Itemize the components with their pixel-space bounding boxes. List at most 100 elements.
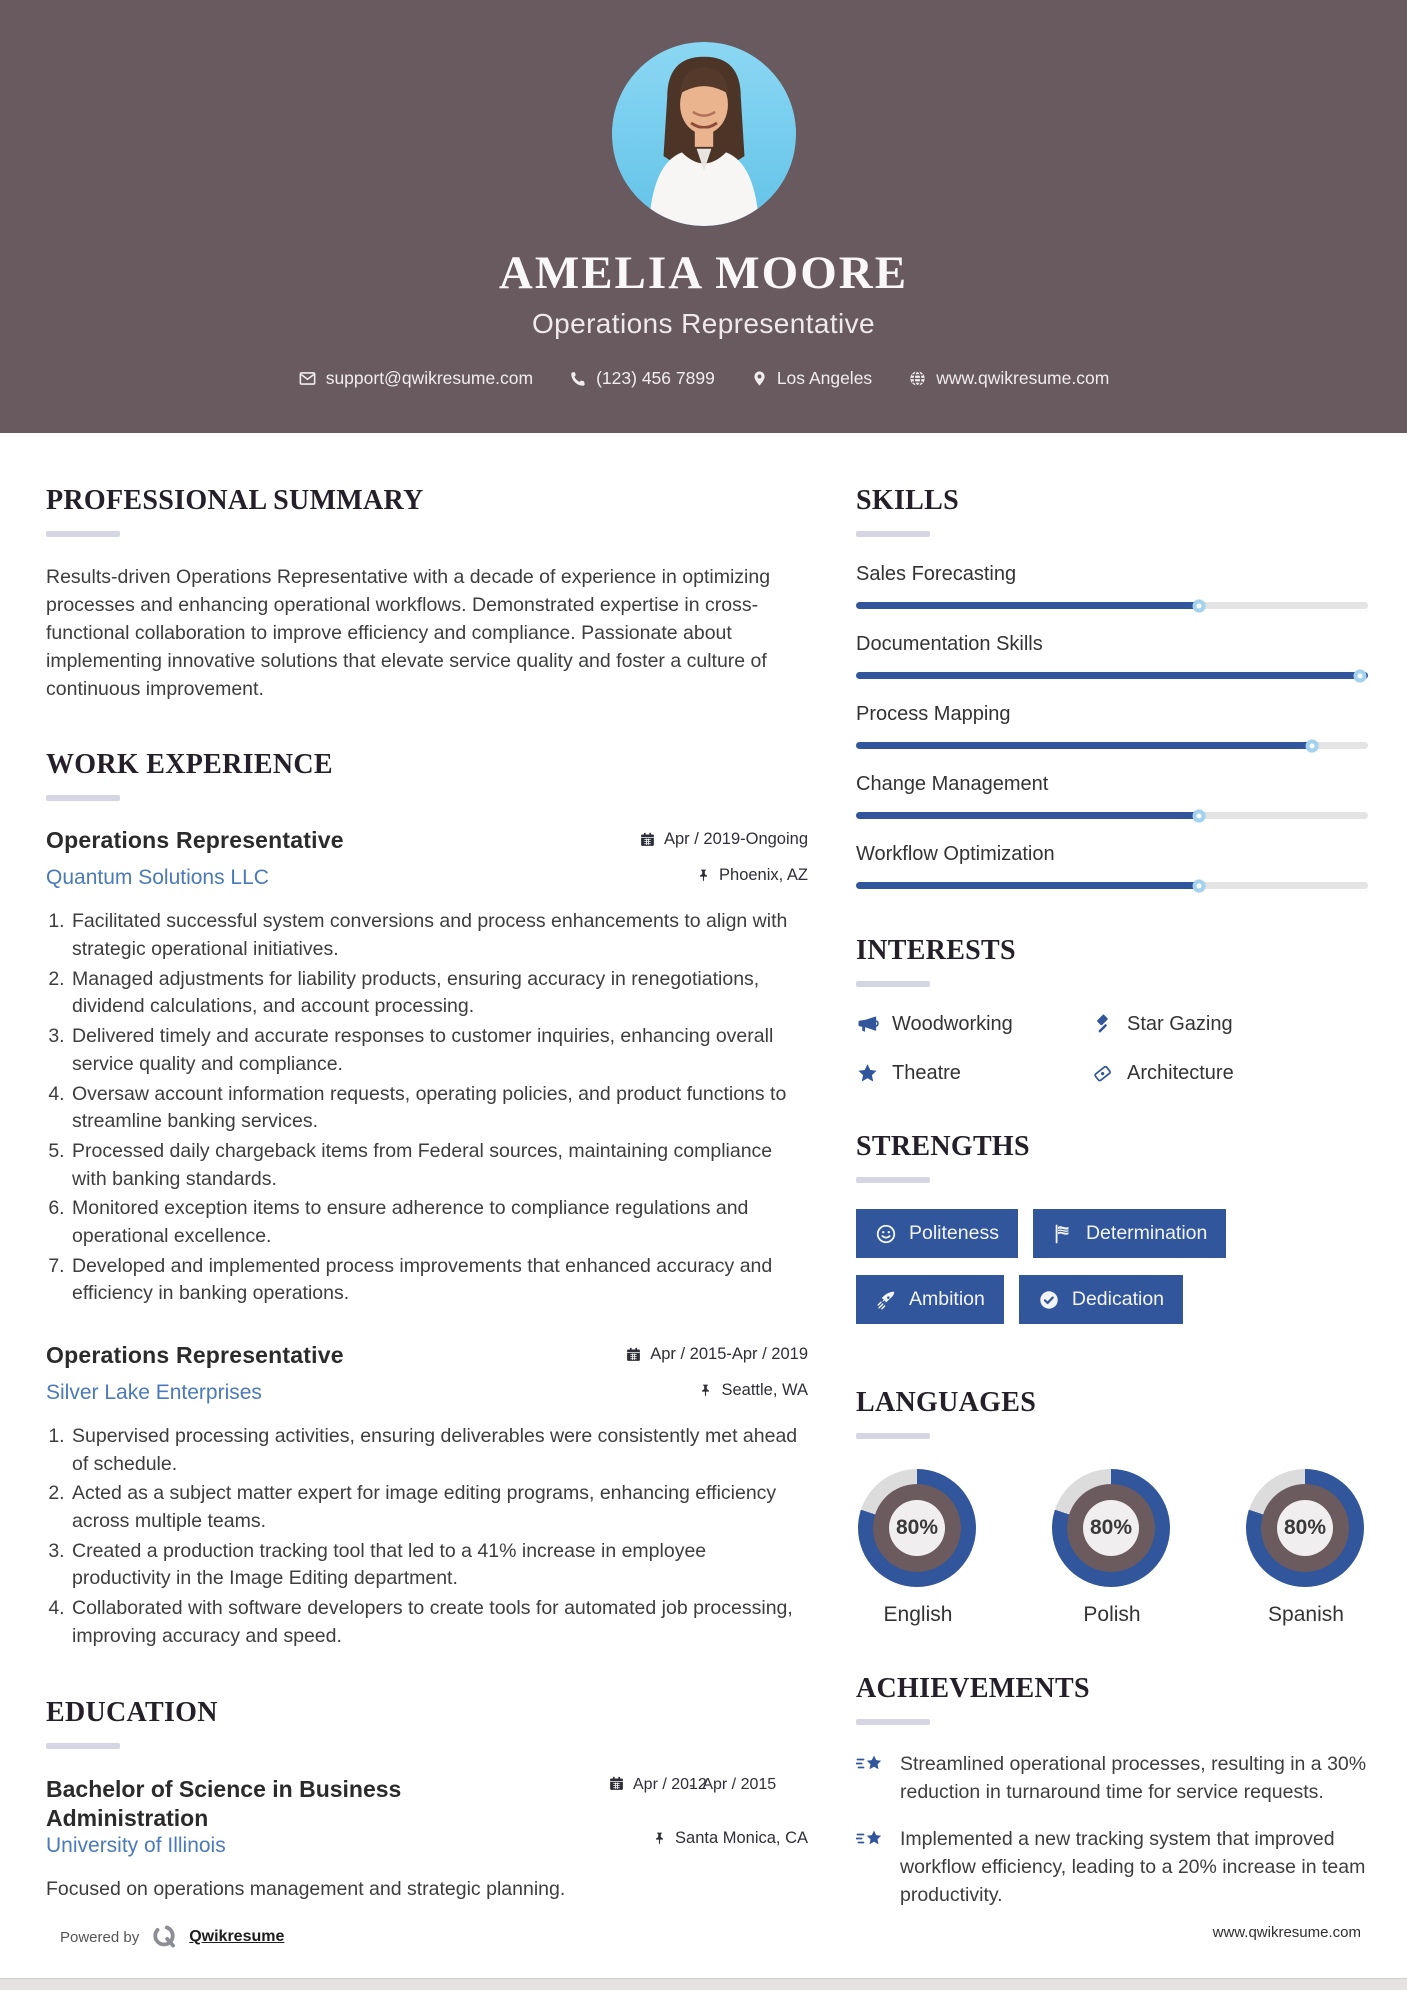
skill-item: Change Management [856, 773, 1368, 822]
skill-item: Workflow Optimization [856, 843, 1368, 892]
job-company-link[interactable]: Silver Lake Enterprises [46, 1381, 262, 1405]
pushpin-icon [700, 869, 707, 882]
contact-website-value: www.qwikresume.com [936, 368, 1110, 388]
language-item: 80% Spanish [1246, 1469, 1366, 1627]
strengths-heading: STRENGTHS [856, 1131, 1030, 1162]
education-end-date: Apr / 2015 [702, 1775, 777, 1793]
education-start-date: Apr / 2012 [633, 1775, 707, 1793]
interest-label: Theatre [892, 1062, 961, 1084]
achievements-heading: ACHIEVEMENTS [856, 1673, 1090, 1704]
skill-slider-thumb[interactable] [1305, 739, 1319, 752]
languages-heading: LANGUAGES [856, 1387, 1037, 1418]
skill-slider-fill [856, 742, 1312, 749]
star-icon [858, 1064, 877, 1082]
skill-label: Process Mapping [856, 703, 1011, 725]
job-company-link[interactable]: Quantum Solutions LLC [46, 866, 269, 890]
strength-chip: Politeness [856, 1209, 1018, 1258]
skill-slider-thumb[interactable] [1353, 669, 1367, 682]
language-gauge: 80% [1246, 1469, 1364, 1587]
job-bullet-list: Facilitated successful system conversion… [70, 908, 808, 1308]
job-bullet: Facilitated successful system conversion… [70, 908, 808, 963]
skill-slider [856, 739, 1368, 752]
skill-item: Process Mapping [856, 703, 1368, 752]
language-item: 80% Polish [1052, 1469, 1172, 1627]
job-location: Phoenix, AZ [696, 866, 808, 885]
summary-text: Results-driven Operations Representative… [46, 566, 771, 701]
language-gauge: 80% [1052, 1469, 1170, 1587]
skill-label: Sales Forecasting [856, 563, 1017, 585]
smiley-icon [876, 1224, 896, 1243]
job-title: Operations Representative [46, 1342, 344, 1369]
section-professional-summary: PROFESSIONAL SUMMARY Results-driven Oper… [46, 485, 808, 703]
section-achievements: ACHIEVEMENTS Streamlined operational pro… [856, 1673, 1368, 1909]
right-column: SKILLS Sales Forecasting Documentation S… [856, 485, 1368, 1955]
job-bullet: Collaborated with software developers to… [70, 1595, 808, 1650]
section-work-experience: WORK EXPERIENCE Operations Representativ… [46, 749, 808, 1650]
job-bullet: Managed adjustments for liability produc… [70, 966, 808, 1021]
language-percent: 80% [1083, 1500, 1139, 1556]
job-bullet: Acted as a subject matter expert for ima… [70, 1480, 808, 1535]
language-percent: 80% [1277, 1500, 1333, 1556]
job-entry: Operations Representative Apr / 2019-Ong… [46, 827, 808, 1308]
degree-title: Bachelor of Science in Business Administ… [46, 1775, 402, 1832]
contact-email[interactable]: support@qwikresume.com [298, 368, 533, 389]
job-bullet: Oversaw account information requests, op… [70, 1081, 808, 1136]
skill-slider-thumb[interactable] [1192, 599, 1206, 612]
flag-icon [1055, 1224, 1069, 1243]
map-pin-icon [754, 371, 765, 386]
header: AMELIA MOORE Operations Representative s… [0, 0, 1407, 433]
avatar [611, 42, 796, 226]
heading-underline [46, 531, 120, 537]
skill-slider-fill [856, 602, 1200, 609]
skill-slider [856, 669, 1368, 682]
interest-label: Architecture [1127, 1062, 1234, 1084]
page-bottom-edge [0, 1978, 1407, 1990]
heading-underline [46, 1742, 120, 1749]
interest-label: Star Gazing [1127, 1013, 1233, 1035]
language-item: 80% English [858, 1469, 978, 1627]
shooting-star-icon [856, 1830, 882, 1845]
phone-icon [571, 371, 585, 386]
job-dates-text: Apr / 2015-Apr / 2019 [650, 1345, 808, 1364]
contact-phone[interactable]: (123) 456 7899 [569, 368, 715, 389]
skill-label: Change Management [856, 773, 1049, 795]
check-circle-icon [1040, 1290, 1058, 1309]
skill-slider [856, 809, 1368, 822]
skill-slider [856, 599, 1368, 612]
envelope-icon [299, 372, 316, 385]
education-heading: EDUCATION [46, 1696, 218, 1728]
globe-icon [910, 370, 925, 387]
education-location: Santa Monica, CA [608, 1829, 808, 1848]
footer-website[interactable]: www.qwikresume.com [1212, 1924, 1361, 1941]
qwikresume-logo-icon [153, 1925, 176, 1948]
pushpin-icon [702, 1384, 710, 1397]
job-dates: Apr / 2019-Ongoing [639, 830, 808, 849]
experience-heading: WORK EXPERIENCE [46, 749, 333, 781]
section-strengths: STRENGTHS Politeness Determination Ambit… [856, 1131, 1368, 1341]
skill-item: Sales Forecasting [856, 563, 1368, 612]
job-dates: Apr / 2015-Apr / 2019 [625, 1345, 808, 1364]
left-column: PROFESSIONAL SUMMARY Results-driven Oper… [46, 485, 808, 1955]
interest-item: Architecture [1091, 1062, 1368, 1085]
calendar-icon [610, 1776, 623, 1790]
language-name: English [883, 1603, 953, 1626]
contact-website[interactable]: www.qwikresume.com [908, 368, 1109, 389]
contact-phone-value: (123) 456 7899 [596, 368, 715, 388]
education-dates: Apr / 2012 - Apr / 2015 [608, 1775, 808, 1796]
skill-slider-thumb[interactable] [1192, 809, 1206, 822]
job-dates-text: Apr / 2019-Ongoing [663, 830, 808, 849]
job-bullet: Processed daily chargeback items from Fe… [70, 1138, 808, 1193]
strength-chip: Dedication [1018, 1275, 1184, 1324]
qwikresume-link[interactable]: Qwikresume [189, 1928, 285, 1945]
interest-label: Woodworking [892, 1013, 1013, 1035]
section-interests: INTERESTS Woodworking Star Gazing Theatr… [856, 935, 1368, 1085]
heading-underline [856, 531, 930, 537]
school-link[interactable]: University of Illinois [46, 1834, 226, 1858]
skill-slider-thumb[interactable] [1192, 879, 1206, 892]
skill-label: Documentation Skills [856, 633, 1043, 655]
achievement-text: Streamlined operational processes, resul… [900, 1753, 1367, 1803]
contact-row: support@qwikresume.com (123) 456 7899 Lo… [0, 368, 1407, 389]
language-percent: 80% [889, 1500, 945, 1556]
heading-underline [856, 981, 930, 987]
